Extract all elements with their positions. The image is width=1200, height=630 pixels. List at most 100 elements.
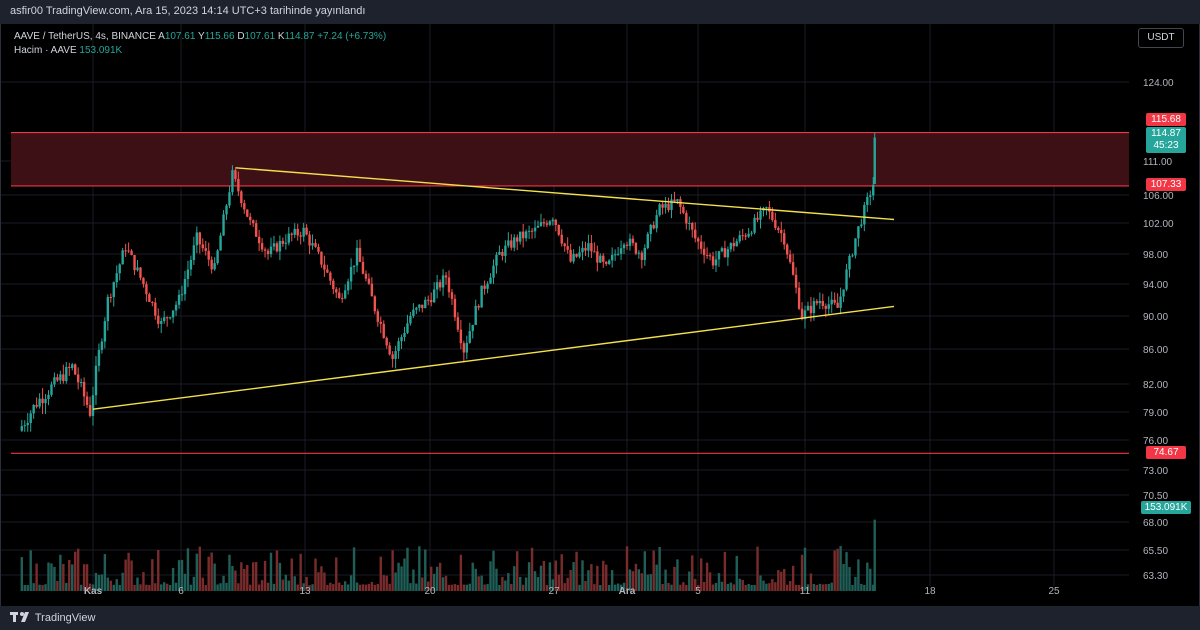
candle-body [857, 226, 860, 239]
candle-body [388, 345, 391, 355]
volume-bar [311, 584, 314, 591]
volume-bar [409, 583, 412, 591]
time-axis-tick: 11 [800, 586, 811, 597]
change-value: +7.24 (+6.73%) [317, 31, 387, 42]
candle-body [222, 214, 225, 236]
candle-body [225, 205, 228, 215]
candle-body [299, 235, 302, 237]
chart-area[interactable]: 124.00 111.00 106.00 102.00 98.00 94.00 90.00 8… [0, 24, 1200, 606]
candle-body [308, 234, 311, 246]
volume-bar [299, 553, 302, 591]
symbol-name[interactable]: AAVE / TetherUS, 4s, BINANCE [14, 31, 156, 42]
candle-body [320, 251, 323, 265]
candle-body [65, 366, 68, 382]
volume-bar [145, 584, 148, 591]
candle-body [456, 317, 460, 330]
candle-body [44, 398, 47, 404]
volume-bar [272, 583, 276, 591]
volume-bar [613, 584, 617, 591]
candle-body [714, 259, 718, 266]
volume-bar [278, 562, 282, 591]
volume-bar [441, 577, 445, 591]
candle-body [465, 342, 468, 353]
candle-body [593, 251, 596, 253]
publisher-line: asfir00 TradingView.com, Ara 15, 2023 14… [10, 5, 366, 17]
volume-bar [168, 584, 172, 591]
candle-body [379, 321, 382, 324]
candle-body [812, 301, 816, 314]
volume-bar [415, 583, 418, 591]
candlestick-chart[interactable]: 124.00 111.00 106.00 102.00 98.00 94.00 90.00 8… [1, 24, 1200, 606]
candle-body [694, 229, 697, 239]
volume-bar [765, 583, 768, 591]
candle-body [284, 242, 288, 244]
volume-bar [133, 584, 136, 591]
currency-button[interactable]: USDT [1138, 28, 1184, 48]
candle-body [168, 317, 172, 319]
volume-bar [836, 548, 839, 591]
candle-body [115, 273, 118, 283]
volume-bar [47, 562, 50, 591]
candle-body [68, 366, 71, 368]
volume-bar [332, 584, 335, 591]
candle-body [263, 249, 267, 251]
candle-body [643, 248, 646, 260]
candle-body [575, 254, 578, 257]
volume-bar [513, 566, 516, 591]
volume-price-tag: 153.091K [1141, 501, 1191, 514]
volume-bar [815, 584, 819, 591]
volume-bar [854, 576, 857, 591]
candle-body [177, 294, 181, 305]
volume-bar [174, 582, 178, 591]
candle-body [195, 232, 199, 246]
volume-bar [329, 582, 332, 591]
volume-bar [29, 550, 32, 591]
candle-body [726, 249, 730, 258]
candle-body [160, 321, 163, 324]
candle-body [676, 199, 679, 202]
candle-body [545, 223, 549, 225]
candle-body [257, 236, 261, 244]
candle-body [845, 269, 848, 290]
candle-body [498, 251, 501, 255]
volume-bar [649, 574, 652, 591]
volume-label[interactable]: Hacim · AAVE [14, 45, 77, 56]
volume-bar [59, 554, 62, 591]
candle-body [587, 243, 590, 251]
candle-body [118, 264, 121, 274]
candle-body [866, 196, 869, 206]
volume-bar [596, 565, 599, 591]
candle-body [246, 209, 249, 217]
volume-bar [35, 563, 38, 591]
volume-bar [296, 584, 299, 591]
volume-bar [542, 560, 546, 591]
candle-body [186, 269, 190, 280]
volume-bar [646, 574, 649, 591]
volume-bar [82, 564, 86, 591]
volume-bar [474, 568, 477, 591]
candle-body [471, 324, 474, 332]
candle-body [616, 253, 620, 255]
open-value: 107.61 [164, 31, 196, 42]
candle-body [824, 305, 827, 309]
candle-body [507, 240, 510, 246]
candle-body [382, 323, 385, 338]
volume-bar [480, 575, 483, 591]
candle-body [139, 267, 142, 278]
candle-body [216, 250, 219, 264]
candle-body [584, 247, 587, 251]
price-axis-tick: 124.00 [1143, 78, 1174, 89]
candle-body [260, 243, 264, 250]
candle-body [702, 248, 706, 256]
candle-body [237, 178, 240, 192]
candle-body [815, 301, 819, 304]
volume-bar [254, 562, 258, 591]
candle-body [62, 374, 65, 382]
candle-body [786, 244, 789, 255]
volume-bar [171, 567, 175, 591]
candle-body [691, 222, 694, 230]
tradingview-logo[interactable]: TradingView [10, 611, 95, 624]
volume-bar [806, 584, 810, 591]
candle-body [661, 204, 664, 208]
time-axis-tick: 18 [924, 586, 936, 597]
